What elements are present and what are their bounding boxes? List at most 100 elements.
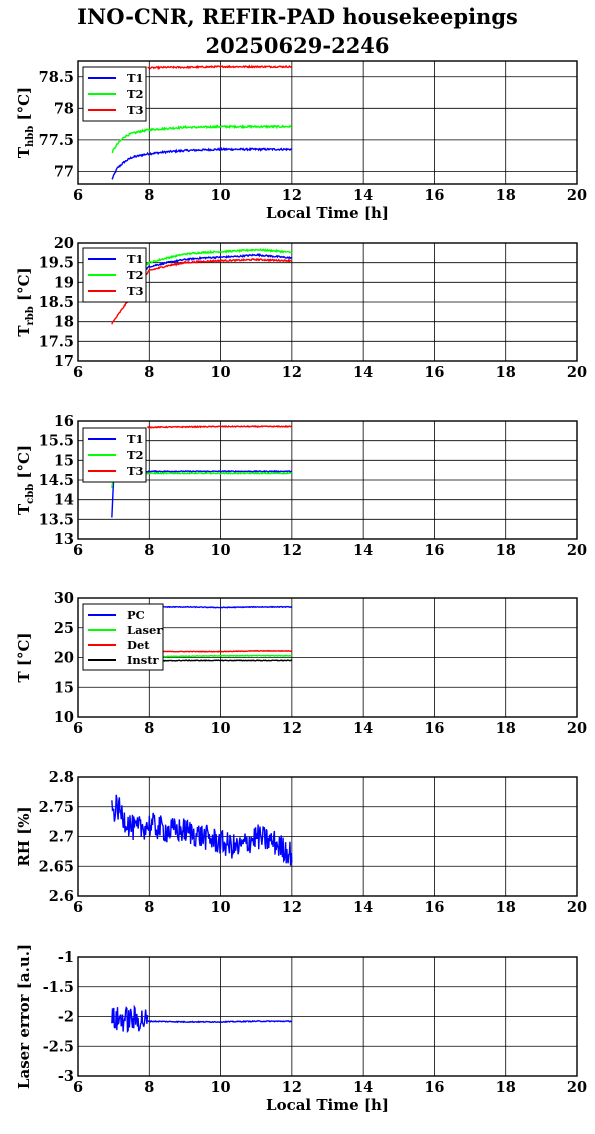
y-tick-label: 25 — [54, 620, 74, 637]
x-tick-label: 16 — [424, 187, 444, 204]
legend-label: T2 — [127, 268, 144, 282]
plot-frame — [77, 420, 578, 540]
x-tick-label: 20 — [567, 1079, 587, 1096]
x-tick-label: 6 — [73, 364, 83, 381]
x-axis-label: Local Time [h] — [266, 204, 389, 222]
plot-frame — [77, 60, 578, 185]
x-tick-label: 16 — [424, 1079, 444, 1096]
x-tick-label: 14 — [353, 899, 373, 916]
x-tick-label: 6 — [73, 720, 83, 737]
y-tick-label: 78 — [54, 100, 74, 117]
y-tick-label: 2.6 — [49, 888, 74, 905]
y-tick-label: 15 — [54, 452, 74, 469]
legend: T1 T2 T3 — [82, 66, 147, 122]
y-tick-label: 13 — [54, 531, 74, 548]
chart-panel-1: 6 8 10 12 14 16 18 20 77 77.5 78 78.5 Local Time [h]… — [15, 60, 587, 222]
legend-label: Instr — [127, 653, 160, 667]
chart-panel-2: 6 8 10 12 14 16 18 20 17 17.5 18 18.5 19 19.5 20 Trbb [… — [15, 235, 587, 381]
x-tick-label: 8 — [144, 899, 154, 916]
x-tick-label: 18 — [496, 364, 516, 381]
x-tick-label: 10 — [210, 720, 230, 737]
series-line-det — [147, 649, 293, 653]
x-tick-label: 14 — [353, 1079, 373, 1096]
y-tick-label: 30 — [54, 590, 74, 607]
series-line-instr — [147, 659, 293, 663]
y-tick-label: 78.5 — [39, 69, 74, 86]
y-tick-label: 17 — [54, 353, 74, 370]
y-tick-label: -1.5 — [43, 979, 74, 996]
y-tick-label: 19.5 — [39, 255, 74, 272]
x-tick-label: 6 — [73, 542, 83, 559]
x-tick-label: 16 — [424, 720, 444, 737]
chart-panel-4: 6 8 10 12 14 16 18 20 10 15 20 25 30 T [°C] PCLaserDet… — [15, 590, 587, 737]
x-tick-label: 10 — [210, 542, 230, 559]
y-axis-label: Thbb [°C] — [15, 87, 36, 158]
y-tick-label: 77.5 — [39, 132, 74, 149]
y-tick-label: 20 — [54, 650, 74, 667]
chart-title-line1: INO-CNR, REFIR-PAD housekeepings — [77, 4, 518, 29]
chart-title-line2: 20250629-2246 — [205, 33, 390, 58]
y-tick-label: -2 — [58, 1009, 74, 1026]
x-tick-label: 12 — [282, 899, 302, 916]
y-tick-label: -1 — [58, 949, 74, 966]
legend-label: PC — [127, 608, 145, 622]
y-tick-label: 77 — [54, 163, 74, 180]
chart-panel-6: 6 8 10 12 14 16 18 20 -3 -2.5 -2 -1.5 -1 Local Time [… — [15, 944, 587, 1114]
chart-panel-3: 6 8 10 12 14 16 18 20 13 13.5 14 14.5 15 15.5 16 Tcbb [… — [15, 413, 587, 559]
legend-label: T1 — [127, 252, 144, 266]
x-tick-label: 10 — [210, 187, 230, 204]
x-tick-label: 8 — [144, 1079, 154, 1096]
x-tick-label: 20 — [567, 187, 587, 204]
x-tick-label: 12 — [282, 720, 302, 737]
x-tick-label: 18 — [496, 1079, 516, 1096]
y-tick-label: 15 — [54, 679, 74, 696]
series-line-t3 — [146, 425, 292, 429]
x-tick-label: 8 — [144, 720, 154, 737]
x-tick-label: 20 — [567, 542, 587, 559]
x-tick-label: 10 — [210, 1079, 230, 1096]
x-tick-label: 16 — [424, 899, 444, 916]
y-tick-label: 20 — [54, 235, 74, 252]
chart-title: INO-CNR, REFIR-PAD housekeepings 2025062… — [0, 2, 595, 60]
x-tick-label: 18 — [496, 899, 516, 916]
y-tick-label: 2.65 — [39, 858, 74, 875]
x-tick-label: 20 — [567, 720, 587, 737]
y-tick-label: 10 — [54, 709, 74, 726]
x-tick-label: 20 — [567, 899, 587, 916]
x-tick-label: 16 — [424, 542, 444, 559]
y-axis-label: RH [%] — [15, 806, 33, 866]
y-tick-label: 2.75 — [39, 799, 74, 816]
series-line-pc — [147, 605, 293, 609]
series-line-data-1 — [111, 1004, 149, 1034]
plot-frame — [77, 776, 578, 897]
y-axis-label: T [°C] — [15, 632, 33, 682]
series-line-data-1 — [111, 794, 293, 866]
y-tick-label: 19 — [54, 274, 74, 291]
plot-frame — [77, 597, 578, 718]
x-tick-label: 12 — [282, 187, 302, 204]
x-tick-label: 8 — [144, 542, 154, 559]
legend-label: T1 — [127, 432, 144, 446]
x-tick-label: 12 — [282, 364, 302, 381]
legend-label: T2 — [127, 448, 144, 462]
x-tick-label: 8 — [144, 364, 154, 381]
legend: T1 T2 T3 — [82, 427, 147, 483]
y-tick-label: 14.5 — [39, 472, 74, 489]
x-tick-label: 14 — [353, 720, 373, 737]
y-axis-label: Tcbb [°C] — [15, 445, 36, 515]
y-tick-label: 17.5 — [39, 333, 74, 350]
x-tick-label: 20 — [567, 364, 587, 381]
y-tick-label: 14 — [54, 492, 74, 509]
y-tick-label: 2.8 — [49, 769, 74, 786]
legend-label: T1 — [127, 71, 144, 85]
series-line-data-2 — [147, 1019, 292, 1024]
x-tick-label: 6 — [73, 1079, 83, 1096]
y-tick-label: 18.5 — [39, 294, 74, 311]
y-axis-label: Laser error [a.u.] — [15, 944, 33, 1089]
y-tick-label: -3 — [58, 1068, 74, 1085]
series-line-t1 — [111, 146, 293, 180]
legend-label: T3 — [127, 284, 144, 298]
legend-label: T3 — [127, 464, 144, 478]
legend-label: T3 — [127, 103, 144, 117]
